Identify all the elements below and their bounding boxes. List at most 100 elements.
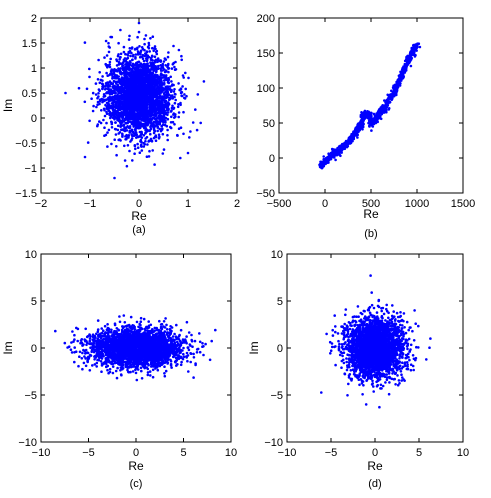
data-point <box>113 112 116 116</box>
data-point <box>140 119 144 122</box>
data-point <box>159 89 163 92</box>
data-point <box>163 118 166 122</box>
data-point <box>373 116 377 120</box>
data-point <box>171 83 174 86</box>
data-point <box>96 96 99 100</box>
data-point <box>133 152 136 155</box>
data-point <box>126 144 130 147</box>
data-point <box>139 144 143 148</box>
data-point <box>104 103 107 107</box>
data-point <box>116 124 120 128</box>
data-point <box>173 88 176 91</box>
data-point <box>154 66 158 70</box>
data-point <box>153 163 156 166</box>
data-point <box>157 137 161 140</box>
data-point <box>151 110 155 114</box>
data-point <box>114 68 118 72</box>
data-point <box>158 122 161 126</box>
data-point <box>91 91 95 95</box>
data-point <box>170 80 173 83</box>
data-point <box>376 120 380 124</box>
data-point <box>161 109 164 113</box>
data-point <box>161 152 165 155</box>
data-point <box>126 85 130 88</box>
data-point <box>121 135 124 138</box>
data-point <box>121 132 124 136</box>
x-axis-label: Re <box>363 207 379 221</box>
data-point <box>141 106 144 110</box>
data-point <box>104 39 108 43</box>
data-point <box>140 113 144 117</box>
data-point <box>136 94 140 98</box>
data-point <box>96 124 99 128</box>
data-point <box>126 73 129 76</box>
data-point <box>163 104 167 107</box>
data-point <box>146 56 149 59</box>
data-point <box>142 141 145 145</box>
data-point <box>185 320 189 324</box>
data-point <box>88 119 91 123</box>
data-point <box>372 112 376 116</box>
data-point <box>110 121 114 125</box>
data-point <box>99 360 103 363</box>
data-point <box>107 89 111 92</box>
data-point <box>138 130 142 134</box>
data-point <box>158 127 161 131</box>
x-tick-label: 0 <box>322 198 328 210</box>
y-tick-label: 50 <box>263 118 275 130</box>
data-point <box>118 88 121 92</box>
data-point <box>144 96 148 100</box>
data-point <box>113 176 116 180</box>
data-point <box>115 87 118 91</box>
data-point <box>135 114 138 118</box>
data-point <box>117 98 120 101</box>
data-point <box>177 111 181 114</box>
data-point <box>153 55 157 58</box>
data-point <box>123 159 127 162</box>
data-point <box>171 97 175 100</box>
data-point <box>148 79 152 83</box>
data-point <box>136 50 140 53</box>
data-point <box>139 134 142 137</box>
data-point <box>161 64 164 68</box>
data-point <box>120 95 124 98</box>
data-point <box>126 107 129 111</box>
data-point <box>115 153 118 157</box>
data-point <box>147 41 151 45</box>
data-point <box>122 314 126 317</box>
scatter-points <box>318 42 422 170</box>
data-point <box>156 106 160 109</box>
data-point <box>107 50 111 54</box>
data-point <box>121 61 125 64</box>
data-point <box>152 131 156 135</box>
data-point <box>153 112 157 115</box>
data-point <box>156 122 159 126</box>
data-point <box>149 103 152 107</box>
y-tick-label: −1.5 <box>15 188 37 200</box>
panel-caption: (a) <box>132 224 145 236</box>
data-point <box>155 120 159 123</box>
data-point <box>122 45 126 49</box>
data-point <box>115 81 119 84</box>
data-point <box>140 102 143 106</box>
data-point <box>144 132 147 135</box>
data-point <box>339 154 342 158</box>
data-point <box>139 79 143 82</box>
data-point <box>151 149 154 152</box>
data-point <box>153 59 157 63</box>
data-point <box>173 92 177 96</box>
data-point <box>98 81 102 85</box>
data-point <box>117 53 120 56</box>
data-point <box>157 64 160 68</box>
data-point <box>167 70 170 74</box>
data-point <box>137 21 141 25</box>
data-point <box>154 78 158 81</box>
data-point <box>103 108 106 112</box>
data-point <box>157 133 161 136</box>
data-point <box>97 58 100 62</box>
data-point <box>177 115 180 119</box>
data-point <box>321 163 324 166</box>
data-point <box>107 103 111 106</box>
data-point <box>119 70 122 74</box>
